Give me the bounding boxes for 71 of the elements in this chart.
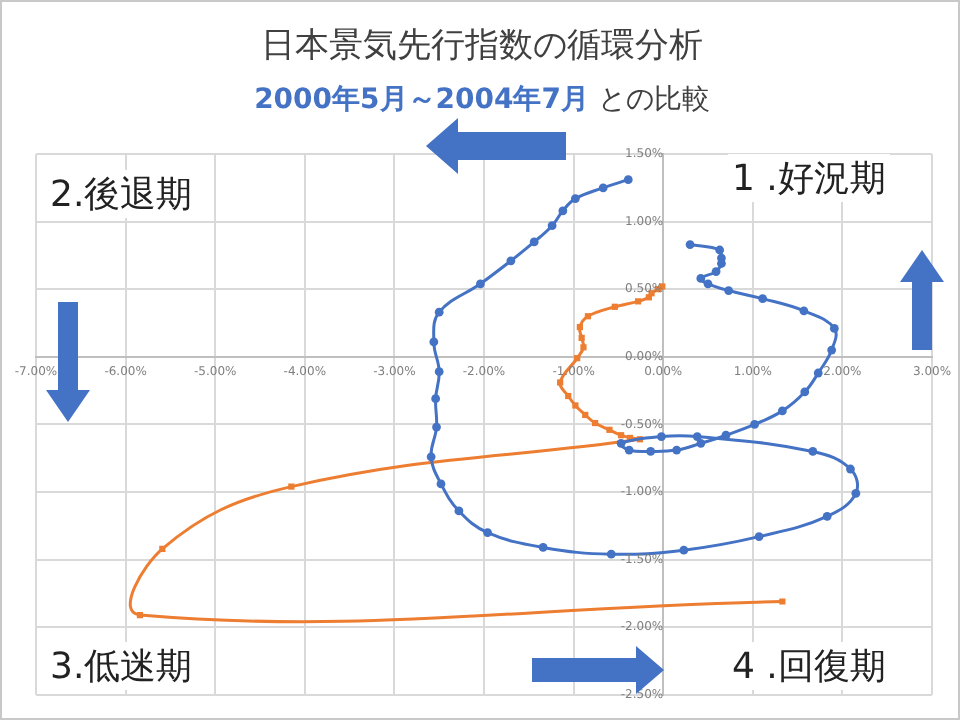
annotation: 1 .好況期 — [728, 154, 890, 202]
point — [570, 194, 580, 204]
point — [436, 479, 446, 489]
point — [476, 279, 485, 289]
point — [679, 545, 689, 555]
point — [851, 488, 861, 498]
point — [777, 406, 787, 416]
point — [136, 611, 144, 619]
point — [724, 286, 734, 295]
chart-subtitle: 2000年5月～2004年7月 との比較 — [252, 82, 712, 118]
point — [580, 344, 587, 351]
point — [750, 420, 759, 429]
point — [827, 345, 837, 355]
point — [598, 183, 608, 193]
point — [657, 432, 666, 441]
point — [813, 368, 823, 378]
point — [584, 313, 592, 320]
point — [572, 402, 579, 409]
point — [635, 298, 642, 305]
point — [529, 237, 539, 247]
point — [623, 175, 633, 185]
point — [591, 419, 599, 427]
point — [800, 387, 810, 397]
point — [432, 422, 441, 432]
point — [611, 303, 618, 310]
annotation: 3.低迷期 — [46, 642, 197, 690]
point — [606, 549, 616, 559]
point — [624, 445, 634, 455]
point — [288, 483, 295, 490]
point — [672, 445, 682, 455]
point — [429, 337, 439, 347]
point — [779, 598, 786, 605]
point — [685, 240, 695, 249]
point — [758, 294, 768, 304]
point — [547, 221, 557, 231]
point — [808, 447, 818, 456]
point — [822, 511, 832, 521]
point — [617, 432, 625, 439]
point — [696, 273, 706, 283]
annotation: 4 .回復期 — [728, 642, 890, 690]
point — [829, 324, 839, 333]
point — [711, 267, 721, 277]
point — [576, 323, 583, 331]
point — [578, 334, 585, 341]
point — [426, 452, 436, 462]
point — [715, 245, 725, 255]
point — [717, 259, 726, 268]
point — [846, 464, 855, 474]
point — [692, 432, 702, 441]
point — [703, 279, 713, 289]
chart-title: 日本景気先行指数の循環分析 — [259, 24, 705, 68]
point — [454, 506, 464, 516]
point — [565, 392, 572, 400]
point — [506, 256, 516, 266]
point — [616, 438, 626, 448]
point — [574, 355, 581, 362]
annotation: 2.後退期 — [46, 170, 197, 218]
point — [754, 532, 764, 542]
point — [434, 307, 444, 317]
point — [799, 306, 809, 316]
point — [483, 528, 492, 537]
point — [582, 411, 589, 419]
point — [696, 438, 706, 448]
point — [431, 394, 441, 404]
point — [646, 447, 656, 456]
point — [159, 545, 166, 552]
point — [538, 543, 548, 552]
point — [558, 206, 568, 216]
point — [557, 379, 564, 386]
point — [434, 367, 444, 377]
point — [606, 426, 613, 433]
